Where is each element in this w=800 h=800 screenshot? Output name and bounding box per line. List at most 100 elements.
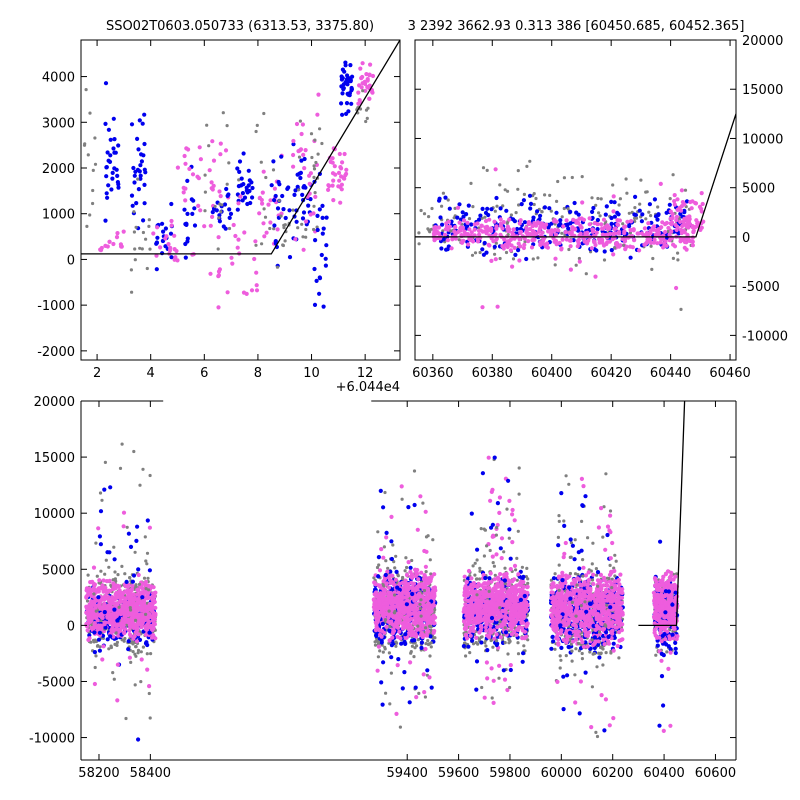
data-point-pink	[127, 628, 132, 633]
data-point-gray	[203, 190, 207, 194]
data-point-blue	[348, 63, 353, 68]
data-point-gray	[393, 593, 397, 597]
data-point-pink	[700, 201, 705, 207]
data-point-gray	[260, 242, 264, 246]
data-point-gray	[400, 497, 404, 501]
data-point-blue	[682, 210, 687, 215]
data-point-pink	[697, 204, 703, 209]
data-point-gray	[93, 665, 97, 670]
data-point-blue	[97, 630, 102, 635]
data-point-gray	[298, 119, 302, 123]
data-point-blue	[341, 87, 346, 92]
data-point-pink	[110, 625, 115, 630]
data-point-blue	[247, 178, 252, 183]
data-point-pink	[412, 604, 417, 609]
data-point-gray	[676, 251, 680, 255]
data-point-blue	[269, 183, 274, 188]
data-point-gray	[203, 209, 207, 213]
data-point-gray	[506, 233, 510, 237]
data-point-pink	[630, 245, 635, 250]
data-point-pink	[127, 655, 132, 660]
data-point-blue	[429, 685, 434, 690]
data-point-pink	[693, 201, 699, 206]
data-point-pink	[373, 600, 378, 605]
data-point-gray	[419, 598, 423, 602]
data-point-gray	[89, 640, 93, 644]
x-tick-label: 60420	[590, 366, 631, 381]
data-point-pink	[576, 237, 582, 242]
data-point-pink	[538, 225, 543, 230]
data-point-gray	[94, 541, 98, 545]
data-point-pink	[489, 226, 494, 231]
data-point-gray	[112, 677, 116, 681]
data-point-pink	[326, 187, 331, 192]
data-point-gray	[409, 650, 413, 654]
data-point-blue	[527, 193, 533, 198]
data-point-pink	[166, 242, 171, 247]
data-point-pink	[399, 484, 404, 489]
data-point-gray	[613, 246, 617, 250]
data-point-gray	[480, 635, 484, 639]
data-point-gray	[441, 229, 445, 233]
data-point-gray	[115, 640, 119, 645]
data-point-gray	[132, 230, 136, 234]
data-point-pink	[381, 587, 386, 592]
data-point-blue	[522, 220, 528, 225]
data-point-pink	[394, 711, 399, 717]
data-point-blue	[135, 136, 140, 141]
data-point-gray	[133, 550, 137, 554]
data-point-pink	[87, 586, 92, 591]
data-point-gray	[429, 645, 433, 649]
data-point-pink	[679, 230, 684, 236]
data-point-blue	[112, 137, 117, 142]
data-point-pink	[476, 228, 482, 233]
data-point-pink	[359, 76, 364, 81]
data-point-gray	[574, 263, 578, 267]
data-point-blue	[104, 165, 109, 170]
data-point-blue	[192, 206, 197, 211]
data-point-pink	[560, 237, 565, 242]
data-point-blue	[480, 247, 485, 252]
data-point-blue	[537, 217, 542, 222]
data-point-blue	[134, 201, 139, 206]
data-point-pink	[699, 191, 704, 196]
data-point-pink	[175, 258, 180, 263]
data-point-pink	[182, 153, 187, 159]
data-point-blue	[169, 255, 174, 260]
data-point-gray	[376, 530, 380, 534]
data-point-blue	[653, 214, 659, 219]
data-point-pink	[121, 229, 126, 234]
data-point-pink	[311, 211, 316, 216]
data-point-blue	[185, 178, 190, 183]
data-point-gray	[213, 204, 217, 209]
data-point-pink	[357, 83, 362, 88]
data-point-blue	[136, 147, 141, 152]
data-point-gray	[133, 258, 137, 262]
data-point-pink	[517, 258, 522, 263]
data-point-gray	[671, 256, 676, 260]
data-point-pink	[141, 615, 146, 620]
data-point-gray	[225, 182, 229, 186]
data-point-blue	[137, 169, 142, 174]
data-point-pink	[631, 227, 636, 232]
data-point-gray	[145, 562, 149, 566]
data-point-pink	[688, 199, 693, 205]
data-point-blue	[343, 63, 348, 68]
data-point-pink	[522, 236, 527, 241]
data-point-pink	[216, 235, 221, 240]
data-point-pink	[111, 634, 116, 639]
data-point-blue	[105, 550, 110, 555]
data-point-pink	[291, 164, 296, 169]
data-point-pink	[238, 194, 243, 199]
data-point-blue	[408, 565, 413, 570]
data-point-pink	[387, 620, 393, 625]
data-point-gray	[95, 574, 99, 578]
data-point-pink	[645, 237, 650, 242]
data-point-pink	[433, 225, 438, 230]
data-point-blue	[277, 182, 282, 187]
data-point-blue	[528, 201, 534, 206]
data-point-blue	[477, 217, 482, 222]
data-point-blue	[110, 176, 115, 181]
data-point-gray	[494, 241, 498, 245]
